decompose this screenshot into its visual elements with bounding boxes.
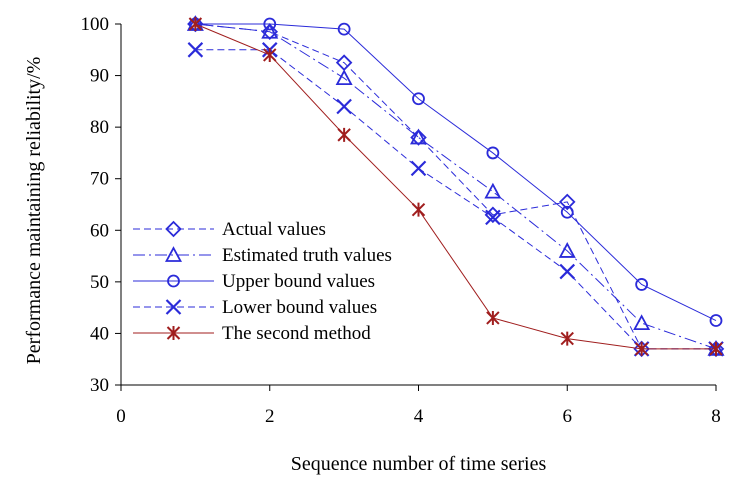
- data-point: [560, 331, 574, 346]
- series-line: [195, 23, 716, 350]
- data-point: [709, 314, 723, 327]
- y-tick-label: 60: [90, 220, 109, 241]
- data-point: [263, 17, 277, 31]
- data-point: [709, 341, 723, 356]
- data-point: [559, 263, 576, 280]
- data-point: [410, 160, 427, 177]
- y-tick-label: 50: [90, 272, 109, 293]
- y-tick-label: 40: [90, 323, 109, 344]
- data-point: [485, 209, 501, 226]
- data-point: [486, 146, 500, 160]
- series-line: [195, 23, 716, 350]
- y-tick-label: 30: [90, 375, 109, 396]
- legend-item: Estimated truth values: [133, 245, 392, 266]
- series-line: [195, 49, 716, 350]
- legend-marker: [166, 326, 181, 340]
- series-line: [195, 23, 717, 321]
- data-point: [635, 278, 649, 291]
- x-tick-label: 0: [116, 406, 126, 427]
- data-point: [484, 182, 502, 199]
- data-point: [409, 128, 428, 145]
- data-point: [633, 314, 651, 331]
- data-point: [261, 23, 279, 41]
- legend-item: Actual values: [133, 219, 326, 240]
- axes: 30 40 50 60 70 80 90 100 0 2 4 6 8: [81, 14, 721, 427]
- data-point: [560, 205, 574, 219]
- data-point: [261, 22, 279, 39]
- legend-item: Upper bound values: [133, 271, 375, 292]
- data-point: [410, 129, 427, 146]
- legend-marker: [165, 220, 182, 238]
- x-tick-label: 2: [265, 406, 275, 427]
- data-point: [558, 242, 576, 258]
- legend-label: Lower bound values: [222, 297, 377, 318]
- data-point: [337, 22, 351, 36]
- y-tick-label: 80: [90, 117, 109, 138]
- data-point: [187, 42, 204, 58]
- data-point: [336, 98, 352, 115]
- x-tick-label: 4: [414, 406, 424, 427]
- y-axis-title: Performance maintaining reliability/%: [23, 57, 45, 365]
- data-point: [263, 47, 277, 62]
- legend-label: Actual values: [222, 219, 326, 240]
- data-point: [412, 92, 425, 106]
- data-point: [486, 310, 500, 325]
- data-point: [335, 69, 353, 86]
- legend-label: Upper bound values: [222, 271, 375, 292]
- legend-label: The second method: [222, 323, 371, 344]
- legend-label: Estimated truth values: [222, 245, 392, 266]
- series-5: [188, 17, 723, 356]
- y-tick-label: 100: [81, 14, 110, 35]
- data-point: [337, 127, 351, 142]
- legend-item: Lower bound values: [133, 297, 377, 318]
- legend-marker: [167, 274, 180, 288]
- series-layer: [186, 15, 725, 358]
- legend-marker: [164, 246, 183, 262]
- x-tick-label: 8: [711, 406, 721, 427]
- data-point: [634, 341, 649, 356]
- legend-item: The second method: [133, 323, 371, 344]
- series-3: [188, 17, 723, 327]
- data-point: [188, 17, 203, 31]
- data-point: [411, 202, 426, 217]
- x-tick-label: 6: [563, 406, 573, 427]
- data-point: [558, 193, 576, 211]
- x-axis-title: Sequence number of time series: [291, 453, 547, 475]
- legend: Actual values Estimated truth values Upper…: [133, 219, 392, 344]
- y-tick-label: 90: [90, 66, 109, 87]
- legend-marker: [165, 299, 182, 315]
- y-tick-label: 70: [90, 169, 109, 190]
- series-line: [195, 23, 717, 350]
